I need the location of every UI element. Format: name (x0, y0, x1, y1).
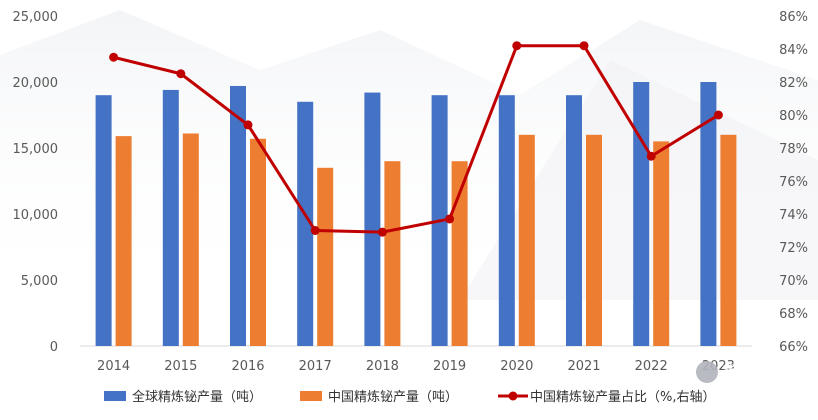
x-tick-label: 2015 (164, 359, 197, 374)
x-tick-label: 2017 (299, 359, 332, 374)
bar-global-2021 (566, 95, 582, 346)
bar-china-2023 (720, 134, 737, 346)
x-tick-label: 2019 (433, 359, 466, 374)
share-point-2016 (243, 120, 253, 130)
legend-swatch-marker (508, 391, 518, 401)
legend-label: 全球精炼铋产量（吨） (132, 389, 262, 405)
share-point-2019 (445, 214, 455, 224)
share-point-2020 (512, 41, 522, 51)
y-left-tick-label: 20,000 (13, 76, 59, 91)
y-left-tick-label: 0 (50, 340, 58, 355)
watermark-text: 宅现社区 (722, 363, 794, 384)
bar-global-2023 (700, 82, 717, 346)
legend-label: 中国精炼铋产量占比（%,右轴） (530, 390, 716, 405)
bar-global-2015 (162, 89, 179, 347)
bar-china-2019 (451, 161, 468, 346)
y-right-tick-label: 84% (779, 43, 808, 58)
x-tick-label: 2016 (231, 359, 264, 374)
x-tick-label: 2020 (500, 359, 533, 374)
bar-china-2020 (518, 134, 535, 346)
y-left-tick-label: 5,000 (21, 274, 58, 289)
bar-global-2016 (230, 85, 246, 347)
y-right-tick-label: 86% (779, 10, 808, 25)
bar-global-2018 (364, 92, 381, 346)
bar-china-2017 (317, 167, 334, 346)
share-point-2018 (377, 227, 387, 237)
bar-global-2020 (498, 95, 515, 346)
y-right-tick-label: 78% (779, 142, 808, 157)
watermark-logo-icon (696, 361, 718, 383)
bar-china-2015 (182, 133, 199, 346)
y-right-tick-label: 76% (779, 175, 808, 190)
y-right-tick-label: 80% (779, 109, 808, 124)
share-point-2023 (713, 110, 723, 120)
legend-item: 中国精炼铋产量（吨） (300, 390, 458, 405)
legend-swatch (104, 391, 126, 401)
y-right-tick-label: 82% (779, 76, 808, 91)
bar-china-2016 (250, 138, 266, 346)
share-point-2021 (579, 41, 589, 51)
y-right-tick-label: 72% (779, 241, 808, 256)
bar-global-2022 (633, 82, 650, 346)
y-right-tick-label: 70% (779, 274, 808, 289)
legend-item: 中国精炼铋产量占比（%,右轴） (498, 390, 716, 405)
y-left-tick-label: 10,000 (13, 208, 59, 223)
x-tick-label: 2021 (567, 359, 600, 374)
bar-china-2014 (115, 136, 132, 346)
share-line (113, 44, 720, 234)
y-right-tick-label: 66% (779, 340, 808, 355)
y-right-tick-label: 68% (779, 307, 808, 322)
x-tick-label: 2022 (635, 359, 668, 374)
share-point-2017 (310, 226, 320, 235)
bar-china-2018 (384, 161, 401, 346)
bar-china-2022 (653, 141, 670, 346)
y-left-tick-label: 25,000 (13, 10, 59, 25)
legend-item: 全球精炼铋产量（吨） (104, 389, 262, 405)
y-left-tick-label: 15,000 (13, 142, 59, 157)
watermark: 宅现社区 @浩海投研 (696, 361, 794, 413)
legend-label: 中国精炼铋产量（吨） (328, 390, 458, 405)
watermark-subtext: @浩海投研 (728, 397, 793, 413)
share-point-2014 (109, 52, 119, 62)
x-tick-label: 2014 (97, 359, 130, 374)
bar-global-2017 (297, 101, 314, 346)
bar-china-2021 (586, 134, 602, 346)
x-tick-label: 2018 (366, 359, 399, 374)
legend-swatch (300, 391, 322, 401)
y-right-tick-label: 74% (779, 208, 808, 223)
share-point-2015 (176, 69, 186, 79)
bar-global-2014 (95, 95, 112, 346)
share-point-2022 (646, 151, 656, 161)
